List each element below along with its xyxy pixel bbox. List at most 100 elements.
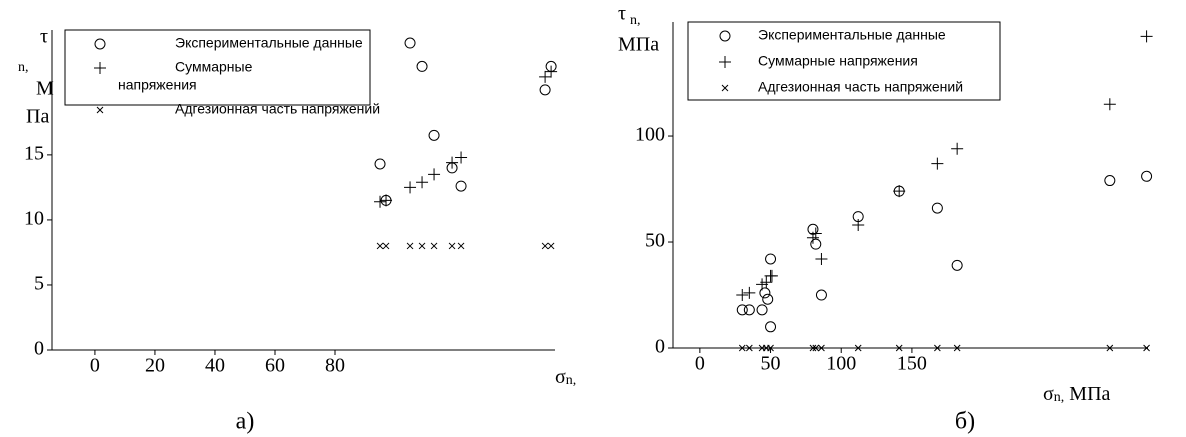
x-tick-label: 0 xyxy=(90,355,100,377)
point xyxy=(815,252,828,265)
point xyxy=(380,194,393,207)
point xyxy=(541,242,549,250)
point xyxy=(446,156,459,169)
y-tick-label: 50 xyxy=(645,230,665,252)
x-axis-label-part: σ xyxy=(555,366,566,388)
point xyxy=(1140,30,1153,43)
point xyxy=(1141,170,1153,182)
y-tick-label: 5 xyxy=(34,273,44,295)
point xyxy=(818,344,825,352)
point xyxy=(743,304,755,316)
point xyxy=(404,181,417,194)
point xyxy=(809,344,817,352)
legend-label: Адгезионная часть напряжений xyxy=(175,101,380,117)
point xyxy=(736,289,749,302)
point xyxy=(809,227,822,240)
x-tick-label: 80 xyxy=(325,355,345,377)
x-tick-label: 50 xyxy=(761,353,781,375)
point xyxy=(457,242,465,250)
y-tick-label: 15 xyxy=(24,142,44,164)
point xyxy=(1104,175,1116,187)
point xyxy=(374,158,386,170)
x-tick-label: 60 xyxy=(265,355,285,377)
x-tick-label: 0 xyxy=(695,353,705,375)
y-axis-label: n, xyxy=(630,13,641,28)
point xyxy=(719,30,731,42)
point xyxy=(736,304,748,316)
caption: б) xyxy=(955,409,975,435)
point xyxy=(404,37,416,49)
point xyxy=(852,219,865,232)
point xyxy=(765,321,777,333)
point xyxy=(1103,98,1116,111)
point xyxy=(545,65,558,78)
legend-label: Экспериментальные данные xyxy=(175,35,363,51)
point xyxy=(418,242,426,250)
point xyxy=(96,106,104,114)
x-axis-label-part: n, xyxy=(1054,390,1065,405)
point xyxy=(931,157,944,170)
point xyxy=(428,129,440,141)
point xyxy=(756,304,768,316)
y-axis-label: МПа xyxy=(618,34,659,56)
point xyxy=(934,344,941,352)
point xyxy=(812,344,820,352)
y-tick-label: 10 xyxy=(24,208,44,230)
point xyxy=(951,259,963,271)
point xyxy=(743,286,756,299)
point xyxy=(416,60,428,72)
point xyxy=(416,176,429,189)
point xyxy=(94,38,106,50)
point xyxy=(810,238,822,250)
y-tick-label: 0 xyxy=(655,336,665,358)
y-axis-label: τ xyxy=(40,26,48,48)
point xyxy=(1106,344,1114,352)
point xyxy=(951,142,964,155)
point xyxy=(738,344,746,352)
x-axis-label: σn, xyxy=(555,366,576,389)
legend-label: напряжения xyxy=(118,77,197,93)
x-tick-label: 150 xyxy=(897,353,927,375)
x-tick-label: 100 xyxy=(826,353,856,375)
x-axis-label-part: n, xyxy=(566,373,577,388)
y-axis-label: Па xyxy=(26,106,49,128)
y-axis-label: М xyxy=(36,78,54,100)
point xyxy=(94,62,106,74)
point xyxy=(455,151,468,164)
x-tick-label: 20 xyxy=(145,355,165,377)
point xyxy=(406,242,414,250)
point xyxy=(895,344,903,352)
point xyxy=(767,344,774,352)
caption: а) xyxy=(236,409,255,435)
legend-label: Суммарные xyxy=(175,59,253,75)
x-axis-label: σn, МПа xyxy=(1043,383,1111,406)
point xyxy=(539,70,552,83)
point xyxy=(953,344,961,352)
point xyxy=(374,195,387,208)
point xyxy=(455,180,467,192)
point xyxy=(428,168,441,181)
point xyxy=(854,344,862,352)
y-axis-label: n, xyxy=(18,60,29,75)
point xyxy=(762,293,774,305)
legend-label: Экспериментальные данные xyxy=(758,27,946,43)
point xyxy=(376,242,384,250)
point xyxy=(547,242,555,250)
point xyxy=(765,269,778,282)
point xyxy=(539,84,551,96)
point xyxy=(745,344,753,352)
legend-label: Суммарные напряжения xyxy=(758,53,918,69)
y-tick-label: 100 xyxy=(635,124,665,146)
point xyxy=(893,185,906,198)
x-axis-label-part: МПа xyxy=(1064,383,1110,405)
point xyxy=(760,276,773,289)
y-axis-label: τ xyxy=(618,3,626,25)
point xyxy=(721,84,729,92)
y-tick-label: 0 xyxy=(34,338,44,360)
x-tick-label: 40 xyxy=(205,355,225,377)
point xyxy=(430,242,438,250)
point xyxy=(815,289,827,301)
x-axis-label-part: σ xyxy=(1043,383,1054,405)
point xyxy=(719,56,731,68)
